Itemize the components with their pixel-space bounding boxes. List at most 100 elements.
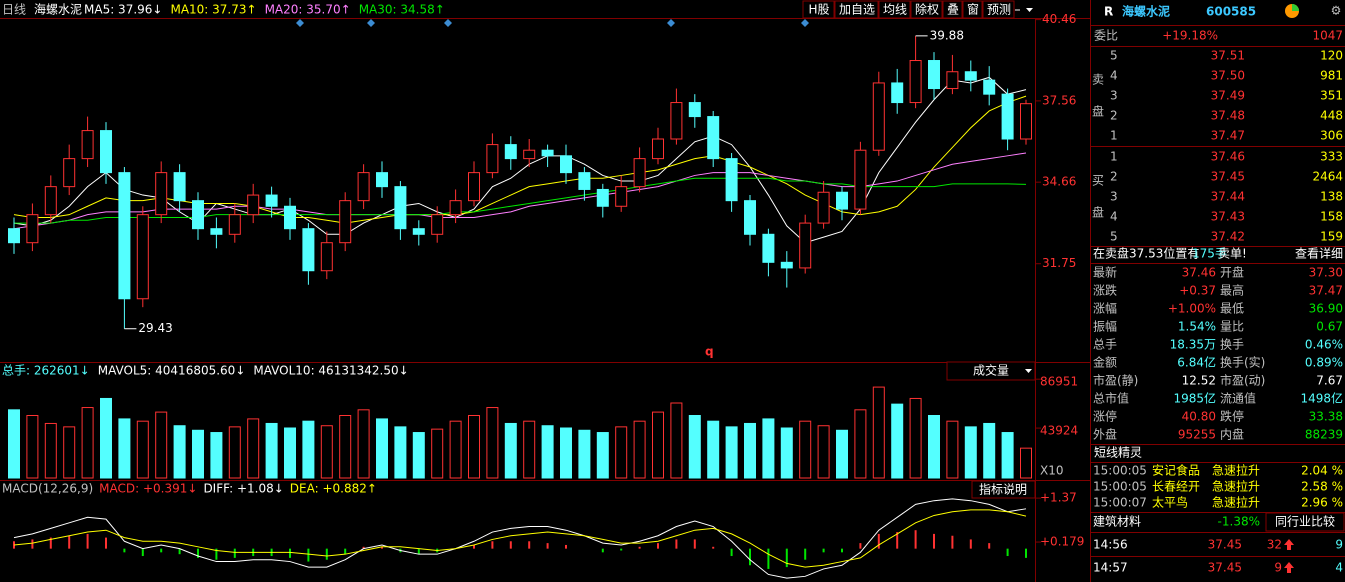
toolbar-button[interactable] — [962, 0, 983, 19]
volume-bar — [81, 407, 94, 479]
stat-value: 7.67 — [1316, 374, 1343, 388]
volume-bar — [909, 397, 922, 479]
volume-bar — [44, 422, 57, 479]
volume-bar — [928, 415, 940, 479]
candle-body — [100, 130, 112, 174]
toolbar-button-label[interactable]: 窗 — [967, 3, 979, 17]
stat-label: 涨幅 — [1093, 301, 1117, 316]
candle-body — [836, 191, 848, 210]
book-side-label: 盘 — [1092, 104, 1104, 119]
macd-label: DEA: +0.882↑ — [290, 482, 377, 496]
volume-button-label[interactable]: 成交量 — [973, 363, 1009, 378]
candle-body — [412, 228, 425, 235]
volume-bar — [762, 418, 775, 479]
candle-body — [1020, 103, 1032, 140]
volume-bar — [983, 422, 996, 479]
event-marker — [801, 19, 809, 27]
volume-bar — [541, 425, 554, 479]
candle-body — [431, 214, 444, 235]
volume-bar — [468, 415, 480, 479]
alert-change: 2.58 % — [1301, 480, 1343, 494]
toolbar-button-label[interactable]: 叠 — [947, 3, 959, 17]
volume-bar — [339, 415, 352, 479]
macd-tick-label: +0.179 — [1040, 535, 1084, 549]
volume-label: MAVOL10: 46131342.50↓ — [253, 364, 408, 378]
volume-bar — [780, 427, 793, 479]
y-tick-label: 31.75 — [1042, 256, 1076, 270]
stat-label: 跌停 — [1220, 409, 1244, 424]
toolbar-button-label[interactable]: 加自选 — [839, 3, 875, 17]
candle-body — [799, 222, 812, 269]
volume-button[interactable] — [946, 361, 1036, 381]
toolbar-button-label[interactable]: 均线 — [883, 3, 907, 17]
industry-button-label[interactable]: 同行业比较 — [1275, 514, 1335, 529]
stat-label: 最高 — [1220, 283, 1244, 298]
toolbar-button[interactable] — [834, 0, 879, 19]
tick-arrow — [1284, 562, 1294, 573]
toolbar-button-label[interactable]: 除权 — [915, 2, 939, 17]
volume-bar — [799, 420, 812, 479]
alert-stock: 太平鸟 — [1152, 495, 1188, 510]
toolbar-button-label[interactable]: H股 — [808, 3, 829, 17]
volume-bar — [8, 409, 20, 479]
volume-bar — [596, 432, 609, 479]
dea-line — [13, 509, 1027, 568]
weibi-value: +19.18% — [1162, 29, 1218, 43]
tick-count: 4 — [1335, 561, 1343, 575]
toolbar-button[interactable] — [910, 0, 943, 19]
candle-body — [744, 200, 756, 235]
book-volume: 351 — [1320, 89, 1343, 103]
event-markers — [296, 19, 809, 27]
diff-line — [13, 498, 1027, 579]
alert-time: 15:00:05 — [1093, 464, 1147, 478]
candle-body — [449, 200, 462, 216]
tick-count: 9 — [1335, 538, 1343, 552]
book-level: 3 — [1110, 89, 1118, 103]
book-price: 37.47 — [1211, 129, 1245, 143]
info-text: 在卖盘37.53位置有 — [1093, 246, 1199, 261]
toolbar-button-label[interactable]: 预测 — [987, 3, 1011, 17]
toolbar-button[interactable] — [802, 0, 835, 19]
candle-body — [284, 205, 296, 230]
settings-icon[interactable]: ⚙ — [1331, 4, 1342, 18]
tick-price: 37.45 — [1208, 538, 1242, 552]
candle-body — [560, 155, 572, 174]
tick-price: 37.45 — [1208, 561, 1242, 575]
stat-label: 市盈(静) — [1093, 373, 1138, 388]
candle-body — [780, 261, 793, 269]
volume-bar — [284, 427, 296, 479]
macd-label: DIFF: +1.08↓ — [203, 482, 283, 496]
toolbar-button[interactable] — [942, 0, 963, 19]
candle-body — [707, 116, 720, 160]
indicator-button[interactable] — [971, 480, 1036, 499]
stat-label: 换手 — [1220, 338, 1244, 352]
industry-button[interactable] — [1265, 512, 1345, 532]
event-marker — [367, 19, 375, 27]
tick-time: 14:57 — [1093, 561, 1128, 575]
toolbar-button[interactable] — [878, 0, 911, 19]
candle-body — [615, 186, 628, 207]
volume-bar — [891, 403, 904, 479]
alert-type: 急速拉升 — [1212, 495, 1260, 510]
toolbar-button[interactable] — [982, 0, 1015, 19]
candle-body — [118, 172, 131, 300]
stat-label: 内盘 — [1220, 427, 1244, 442]
industry-name: 建筑材料 — [1093, 514, 1141, 529]
volume-bar — [872, 386, 885, 479]
book-price: 37.51 — [1211, 49, 1245, 63]
candle-body — [486, 144, 499, 174]
marker: q — [705, 345, 714, 359]
book-price: 37.44 — [1211, 190, 1245, 204]
candle-body — [652, 138, 664, 160]
candle-body — [81, 130, 94, 160]
info-link[interactable]: 查看详细 — [1295, 246, 1343, 261]
volume-bar — [670, 402, 683, 479]
candle-body — [909, 60, 922, 104]
indicator-button-label[interactable]: 指标说明 — [979, 482, 1027, 497]
stat-value: 12.52 — [1182, 374, 1216, 388]
volume-bar — [946, 420, 959, 479]
y-tick-label: 37.56 — [1042, 93, 1076, 107]
volume-bar — [836, 429, 848, 479]
volume-label: MAVOL5: 40416805.60↓ — [98, 364, 246, 378]
